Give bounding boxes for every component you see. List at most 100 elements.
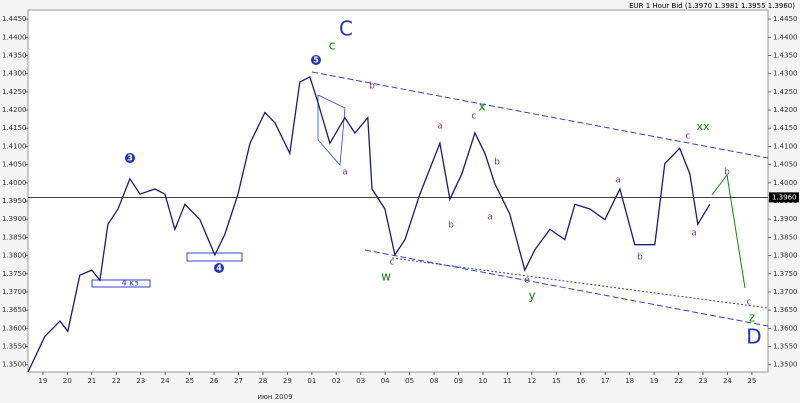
- wave-label: x: [478, 100, 485, 114]
- wave-label: C: [339, 17, 353, 41]
- y-tick-label: 1.3700: [773, 288, 798, 296]
- x-tick-label: 01: [307, 377, 316, 385]
- price-label-box: [769, 192, 799, 203]
- x-tick-label: 08: [430, 377, 439, 385]
- x-tick-label: 19: [650, 377, 659, 385]
- y-tick-label: 1.4450: [2, 15, 27, 23]
- x-tick-label: 25: [185, 377, 194, 385]
- y-tick-label: 1.4150: [2, 124, 27, 132]
- y-tick-label: 1.4300: [773, 70, 798, 78]
- wave-label: y: [528, 289, 535, 303]
- y-tick-label: 1.4200: [2, 106, 27, 114]
- y-tick-label: 1.3500: [2, 361, 27, 369]
- x-tick-label: 26: [210, 377, 219, 385]
- y-tick-label: 1.3800: [773, 252, 798, 260]
- wave-label: c: [329, 39, 336, 53]
- x-tick-label: 24: [723, 377, 732, 385]
- channel-line: [364, 249, 769, 327]
- x-tick-label: 23: [136, 377, 145, 385]
- wave-label: b: [369, 82, 375, 92]
- box: [91, 279, 151, 288]
- y-tick-label: 1.4050: [2, 161, 27, 169]
- y-tick-label: 1.4350: [2, 51, 27, 59]
- y-tick-label: 1.4300: [2, 70, 27, 78]
- x-tick-label: 10: [478, 377, 487, 385]
- wave-label: D: [746, 325, 761, 349]
- wave-label: z: [749, 311, 755, 325]
- plot-area: [27, 9, 769, 373]
- y-tick-label: 1.3900: [2, 215, 27, 223]
- x-tick-label: 22: [112, 377, 121, 385]
- x-axis-label: июн 2009: [257, 393, 292, 401]
- y-tick-label: 1.3850: [2, 233, 27, 241]
- x-tick-label: 25: [747, 377, 756, 385]
- y-tick-label: 1.3800: [2, 252, 27, 260]
- y-tick-label: 1.4150: [773, 124, 798, 132]
- channel-line: [391, 257, 769, 309]
- price-series: [27, 75, 711, 373]
- x-tick-label: 09: [454, 377, 463, 385]
- x-tick-label: 12: [527, 377, 536, 385]
- y-tick-label: 1.3650: [773, 306, 798, 314]
- y-tick-label: 1.3750: [2, 270, 27, 278]
- x-tick-label: 17: [601, 377, 610, 385]
- y-tick-label: 1.4000: [2, 179, 27, 187]
- x-tick-label: 24: [161, 377, 170, 385]
- wave-marker: [311, 55, 321, 65]
- x-tick-label: 29: [283, 377, 292, 385]
- price-label: 1.3960: [772, 193, 797, 201]
- wave-label: e: [524, 276, 530, 286]
- y-tick-label: 1.4100: [2, 142, 27, 150]
- wave-label: a: [487, 213, 493, 223]
- y-tick-label: 1.3950: [2, 197, 27, 205]
- x-tick-label: 19: [38, 377, 47, 385]
- y-tick-label: 1.4400: [773, 33, 798, 41]
- wave-label: c: [390, 258, 395, 268]
- wave-label: xx: [696, 120, 710, 133]
- wave-marker: [214, 263, 224, 273]
- wave-label: 4 кз: [122, 279, 139, 288]
- x-tick-label: 02: [332, 377, 341, 385]
- x-tick-label: 27: [234, 377, 243, 385]
- wave-label: b: [494, 158, 500, 168]
- x-tick-label: 04: [381, 377, 390, 385]
- y-tick-label: 1.4450: [773, 15, 798, 23]
- y-tick-label: 1.4050: [773, 161, 798, 169]
- y-tick-label: 1.3500: [773, 361, 798, 369]
- y-tick-label: 1.3750: [773, 270, 798, 278]
- y-tick-label: 1.4250: [773, 88, 798, 96]
- y-tick-label: 1.3600: [2, 324, 27, 332]
- wave-label: 5: [313, 56, 319, 65]
- channel-line: [311, 71, 769, 159]
- y-tick-label: 1.4000: [773, 179, 798, 187]
- y-tick-label: 1.3850: [773, 233, 798, 241]
- wave-label: a: [437, 122, 443, 132]
- triangle: [317, 94, 346, 166]
- forecast-path: [711, 173, 746, 289]
- wave-marker: [125, 153, 135, 163]
- wave-label: a: [342, 168, 348, 178]
- y-tick-label: 1.4350: [773, 51, 798, 59]
- y-tick-label: 1.3650: [2, 306, 27, 314]
- x-tick-label: 03: [356, 377, 365, 385]
- y-tick-label: 1.3550: [773, 343, 798, 351]
- x-tick-label: 05: [405, 377, 414, 385]
- y-tick-label: 1.3550: [2, 343, 27, 351]
- wave-label: b: [637, 253, 643, 263]
- y-tick-label: 1.4250: [2, 88, 27, 96]
- wave-label: c: [686, 132, 691, 142]
- x-tick-label: 16: [576, 377, 585, 385]
- wave-label: a: [615, 176, 621, 186]
- wave-label: 4: [216, 264, 222, 273]
- x-tick-label: 23: [699, 377, 708, 385]
- wave-label: c: [747, 298, 752, 308]
- y-tick-label: 1.4200: [773, 106, 798, 114]
- x-tick-label: 28: [258, 377, 267, 385]
- y-tick-label: 1.4400: [2, 33, 27, 41]
- x-tick-label: 18: [625, 377, 634, 385]
- wave-label: b: [724, 168, 730, 178]
- x-tick-label: 11: [503, 377, 512, 385]
- y-tick-label: 1.3900: [773, 215, 798, 223]
- x-tick-label: 22: [674, 377, 683, 385]
